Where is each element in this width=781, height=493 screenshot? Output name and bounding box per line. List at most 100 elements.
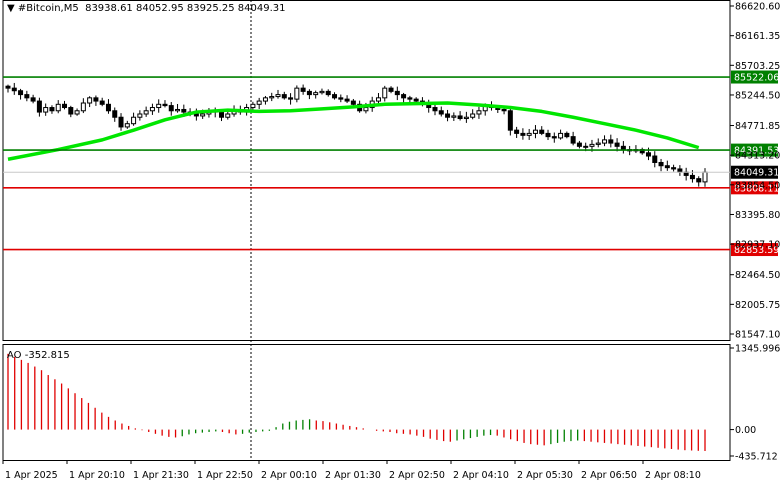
candle-body [583, 145, 589, 148]
candle-body [645, 152, 651, 157]
level-label: 84391.53 [734, 146, 779, 157]
candle-body [432, 107, 438, 112]
candle-body [93, 97, 99, 102]
candle-body [156, 103, 162, 109]
candle-body [677, 168, 683, 173]
candle-body [18, 90, 24, 96]
candle-body [514, 129, 520, 134]
price-tick-label: 85244.50 [735, 90, 780, 101]
candle-body [570, 136, 576, 144]
candle-body [131, 116, 137, 125]
candle-body [602, 139, 608, 144]
ao-tick-label: -435.712 [735, 452, 778, 463]
ao-tick-label: 0.00 [735, 425, 756, 436]
price-tick-label: 86620.60 [735, 2, 780, 13]
current-price-label-bg [731, 165, 778, 179]
time-tick-label: 2 Apr 00:10 [261, 470, 317, 481]
ao-tick-label: 1345.996 [735, 344, 780, 355]
candle-body [11, 87, 17, 92]
candle-body [306, 90, 312, 96]
candle-body [262, 97, 268, 102]
candle-body [564, 132, 570, 138]
ao-label: AO [7, 350, 22, 361]
time-tick-label: 2 Apr 01:30 [325, 470, 381, 481]
candle-body [388, 87, 394, 92]
candle-body [702, 171, 708, 183]
candle-body [394, 90, 400, 96]
ohlc-values: 83938.61 84052.95 83925.25 84049.31 [85, 3, 286, 14]
moving-average-line [7, 101, 700, 161]
candle-body [476, 110, 482, 115]
candle-body [696, 178, 702, 183]
candle-body [269, 96, 275, 99]
price-tick-label: 82937.10 [735, 240, 780, 251]
candle-body [344, 98, 350, 102]
candle-body [218, 111, 224, 118]
triangle-icon: ▼ [7, 3, 18, 14]
candle-body [49, 107, 55, 112]
level-label: 82853.59 [734, 245, 779, 256]
ao-value: -352.815 [24, 350, 70, 361]
time-tick-label: 2 Apr 05:30 [517, 470, 573, 481]
candle-body [526, 132, 532, 136]
candle-body [689, 174, 695, 180]
candle-body [658, 161, 664, 167]
current-price-label: 84049.31 [734, 168, 779, 179]
candle-body [325, 90, 331, 96]
candle-body [137, 113, 143, 118]
candle-body [664, 165, 670, 169]
candle-body [300, 87, 306, 92]
candle-body [256, 100, 262, 105]
candle-body [294, 87, 300, 100]
candle-body [118, 116, 124, 128]
level-label-bg [731, 243, 778, 257]
price-tick-label: 83395.80 [735, 210, 780, 221]
candle-body [551, 136, 557, 139]
candle-body [250, 103, 256, 109]
candle-body [413, 98, 419, 102]
time-tick-label: 2 Apr 06:50 [581, 470, 637, 481]
candle-body [105, 103, 111, 112]
candle-body [558, 132, 564, 139]
candle-body [589, 143, 595, 147]
candle-body [532, 129, 538, 134]
candle-body [620, 145, 626, 151]
candle-body [193, 113, 199, 117]
candle-body [124, 123, 130, 128]
level-label: 85522.06 [734, 73, 779, 84]
candle-body [80, 102, 86, 112]
time-tick-label: 1 Apr 21:30 [133, 470, 189, 481]
candle-body [200, 113, 206, 117]
price-tick-label: 82005.75 [735, 300, 780, 311]
time-tick-label: 1 Apr 22:50 [197, 470, 253, 481]
candle-body [438, 110, 444, 115]
candle-body [501, 108, 507, 112]
candle-body [43, 107, 49, 113]
time-tick-label: 2 Apr 08:10 [645, 470, 701, 481]
candle-body [55, 103, 61, 112]
candle-body [313, 92, 319, 96]
candle-body [382, 87, 388, 99]
candle-body [652, 155, 658, 163]
price-tick-label: 85703.25 [735, 61, 780, 72]
candle-body [457, 115, 463, 120]
candle-body [99, 100, 105, 105]
candle-body [576, 142, 582, 147]
time-tick-label: 1 Apr 2025 [5, 470, 58, 481]
candle-body [520, 132, 526, 136]
candle-body [401, 94, 407, 99]
price-pane-frame [2, 0, 731, 341]
candle-body [375, 97, 381, 102]
candle-body [671, 167, 677, 170]
candle-body [338, 97, 344, 100]
chart-header: ▼ #Bitcoin,M5 83938.61 84052.95 83925.25… [7, 3, 285, 14]
time-tick-label: 2 Apr 04:10 [453, 470, 509, 481]
price-tick-label: 84771.85 [735, 121, 780, 132]
candle-body [275, 94, 281, 98]
candle-body [175, 108, 181, 112]
candle-body [36, 100, 42, 113]
candle-body [595, 142, 601, 145]
time-tick-label: 2 Apr 02:50 [389, 470, 445, 481]
